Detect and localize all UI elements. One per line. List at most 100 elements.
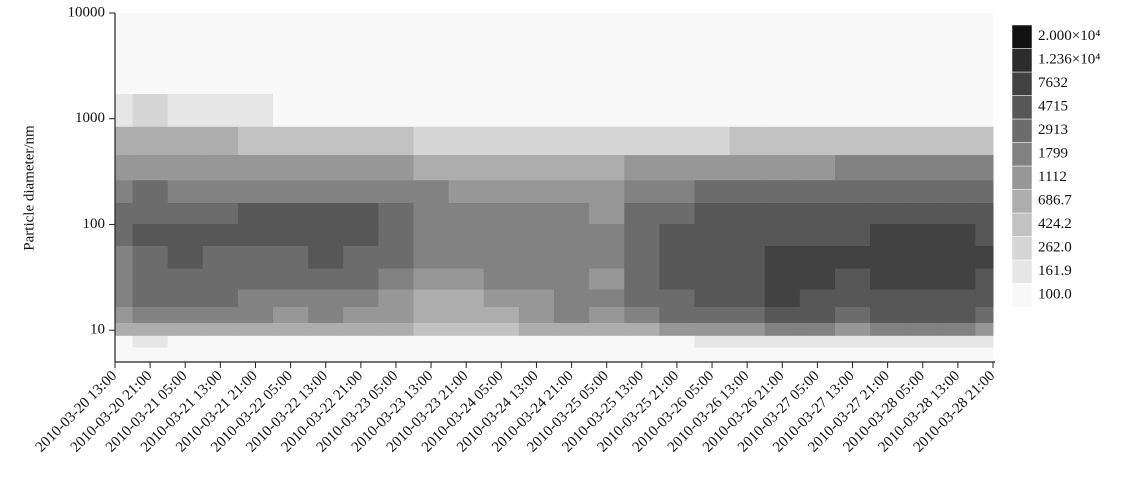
contour-cell bbox=[834, 245, 871, 269]
contour-cell bbox=[940, 322, 976, 336]
contour-cell bbox=[589, 13, 625, 95]
contour-cell bbox=[237, 306, 274, 323]
contour-cell bbox=[659, 202, 695, 225]
contour-cell bbox=[975, 202, 994, 225]
contour-cell bbox=[834, 268, 871, 290]
contour-cell bbox=[237, 126, 274, 156]
contour-cell bbox=[132, 202, 169, 225]
contour-cell bbox=[975, 289, 994, 308]
contour-cell bbox=[483, 245, 520, 269]
contour-cell bbox=[870, 306, 906, 323]
colorbar-label: 2.000×10⁴ bbox=[1038, 28, 1100, 44]
contour-cell bbox=[764, 268, 801, 290]
contour-cell bbox=[799, 347, 836, 363]
contour-cell bbox=[413, 322, 450, 336]
contour-cell bbox=[940, 268, 976, 290]
contour-cell bbox=[834, 93, 871, 127]
contour-cell bbox=[799, 223, 836, 246]
contour-cell bbox=[589, 179, 625, 204]
contour-cell bbox=[799, 13, 836, 95]
contour-cell bbox=[659, 13, 695, 95]
colorbar-label: 4715 bbox=[1038, 99, 1068, 115]
contour-cell bbox=[624, 179, 660, 204]
contour-cell bbox=[799, 154, 836, 181]
contour-cell bbox=[834, 347, 871, 363]
contour-cell bbox=[483, 126, 520, 156]
contour-cell bbox=[343, 126, 379, 156]
contour-cell bbox=[518, 154, 555, 181]
contour-cell bbox=[343, 306, 379, 323]
contour-cell bbox=[167, 306, 204, 323]
contour-cell bbox=[518, 202, 555, 225]
colorbar-label: 7632 bbox=[1038, 75, 1068, 91]
contour-cell bbox=[273, 322, 309, 336]
contour-cell bbox=[308, 268, 344, 290]
contour-cell bbox=[799, 289, 836, 308]
contour-cell bbox=[975, 223, 994, 246]
contour-cell bbox=[870, 154, 906, 181]
contour-cell bbox=[554, 93, 590, 127]
contour-cell bbox=[237, 268, 274, 290]
contour-cell bbox=[448, 13, 485, 95]
contour-cell bbox=[483, 13, 520, 95]
contour-cell bbox=[378, 268, 415, 290]
contour-cell bbox=[132, 223, 169, 246]
contour-cell bbox=[115, 13, 134, 95]
contour-cell bbox=[975, 335, 994, 348]
contour-cell bbox=[343, 322, 379, 336]
contour-cell bbox=[483, 268, 520, 290]
contour-cell bbox=[905, 335, 941, 348]
contour-cell bbox=[518, 245, 555, 269]
colorbar-swatch bbox=[1011, 283, 1033, 308]
colorbar-swatch bbox=[1011, 95, 1033, 120]
contour-cell bbox=[483, 154, 520, 181]
contour-cell bbox=[624, 268, 660, 290]
colorbar-swatch bbox=[1011, 259, 1033, 284]
contour-cell bbox=[343, 335, 379, 348]
contour-cell bbox=[975, 245, 994, 269]
contour-cell bbox=[694, 179, 731, 204]
contour-cell bbox=[624, 347, 660, 363]
contour-cell bbox=[940, 245, 976, 269]
contour-cell bbox=[378, 289, 415, 308]
contour-cell bbox=[167, 268, 204, 290]
contour-cell bbox=[308, 322, 344, 336]
colorbar-label: 262.0 bbox=[1038, 240, 1072, 256]
contour-cell bbox=[413, 202, 450, 225]
contour-cell bbox=[764, 347, 801, 363]
contour-cell bbox=[202, 306, 239, 323]
contour-cell bbox=[202, 223, 239, 246]
contour-cell bbox=[729, 202, 766, 225]
contour-cell bbox=[308, 202, 344, 225]
contour-cell bbox=[343, 202, 379, 225]
contour-cell bbox=[378, 245, 415, 269]
contour-cell bbox=[132, 13, 169, 95]
contour-cell bbox=[834, 126, 871, 156]
contour-cell bbox=[518, 289, 555, 308]
contour-cell bbox=[975, 179, 994, 204]
contour-cell bbox=[483, 335, 520, 348]
contour-cell bbox=[115, 245, 134, 269]
contour-cell bbox=[554, 223, 590, 246]
contour-cell bbox=[589, 335, 625, 348]
contour-cell bbox=[729, 126, 766, 156]
contour-cell bbox=[659, 306, 695, 323]
contour-cell bbox=[518, 335, 555, 348]
contour-cell bbox=[694, 13, 731, 95]
contour-cell bbox=[378, 202, 415, 225]
contour-cell bbox=[659, 335, 695, 348]
contour-cell bbox=[554, 245, 590, 269]
contour-cell bbox=[115, 202, 134, 225]
contour-cell bbox=[975, 347, 994, 363]
contour-cell bbox=[132, 289, 169, 308]
contour-cell bbox=[378, 13, 415, 95]
contour-cell bbox=[518, 223, 555, 246]
contour-cell bbox=[115, 306, 134, 323]
contour-cell bbox=[729, 13, 766, 95]
contour-cell bbox=[694, 126, 731, 156]
contour-cell bbox=[202, 322, 239, 336]
contour-cell bbox=[589, 223, 625, 246]
contour-cell bbox=[940, 347, 976, 363]
contour-cell bbox=[799, 335, 836, 348]
colorbar-label: 686.7 bbox=[1038, 193, 1072, 209]
